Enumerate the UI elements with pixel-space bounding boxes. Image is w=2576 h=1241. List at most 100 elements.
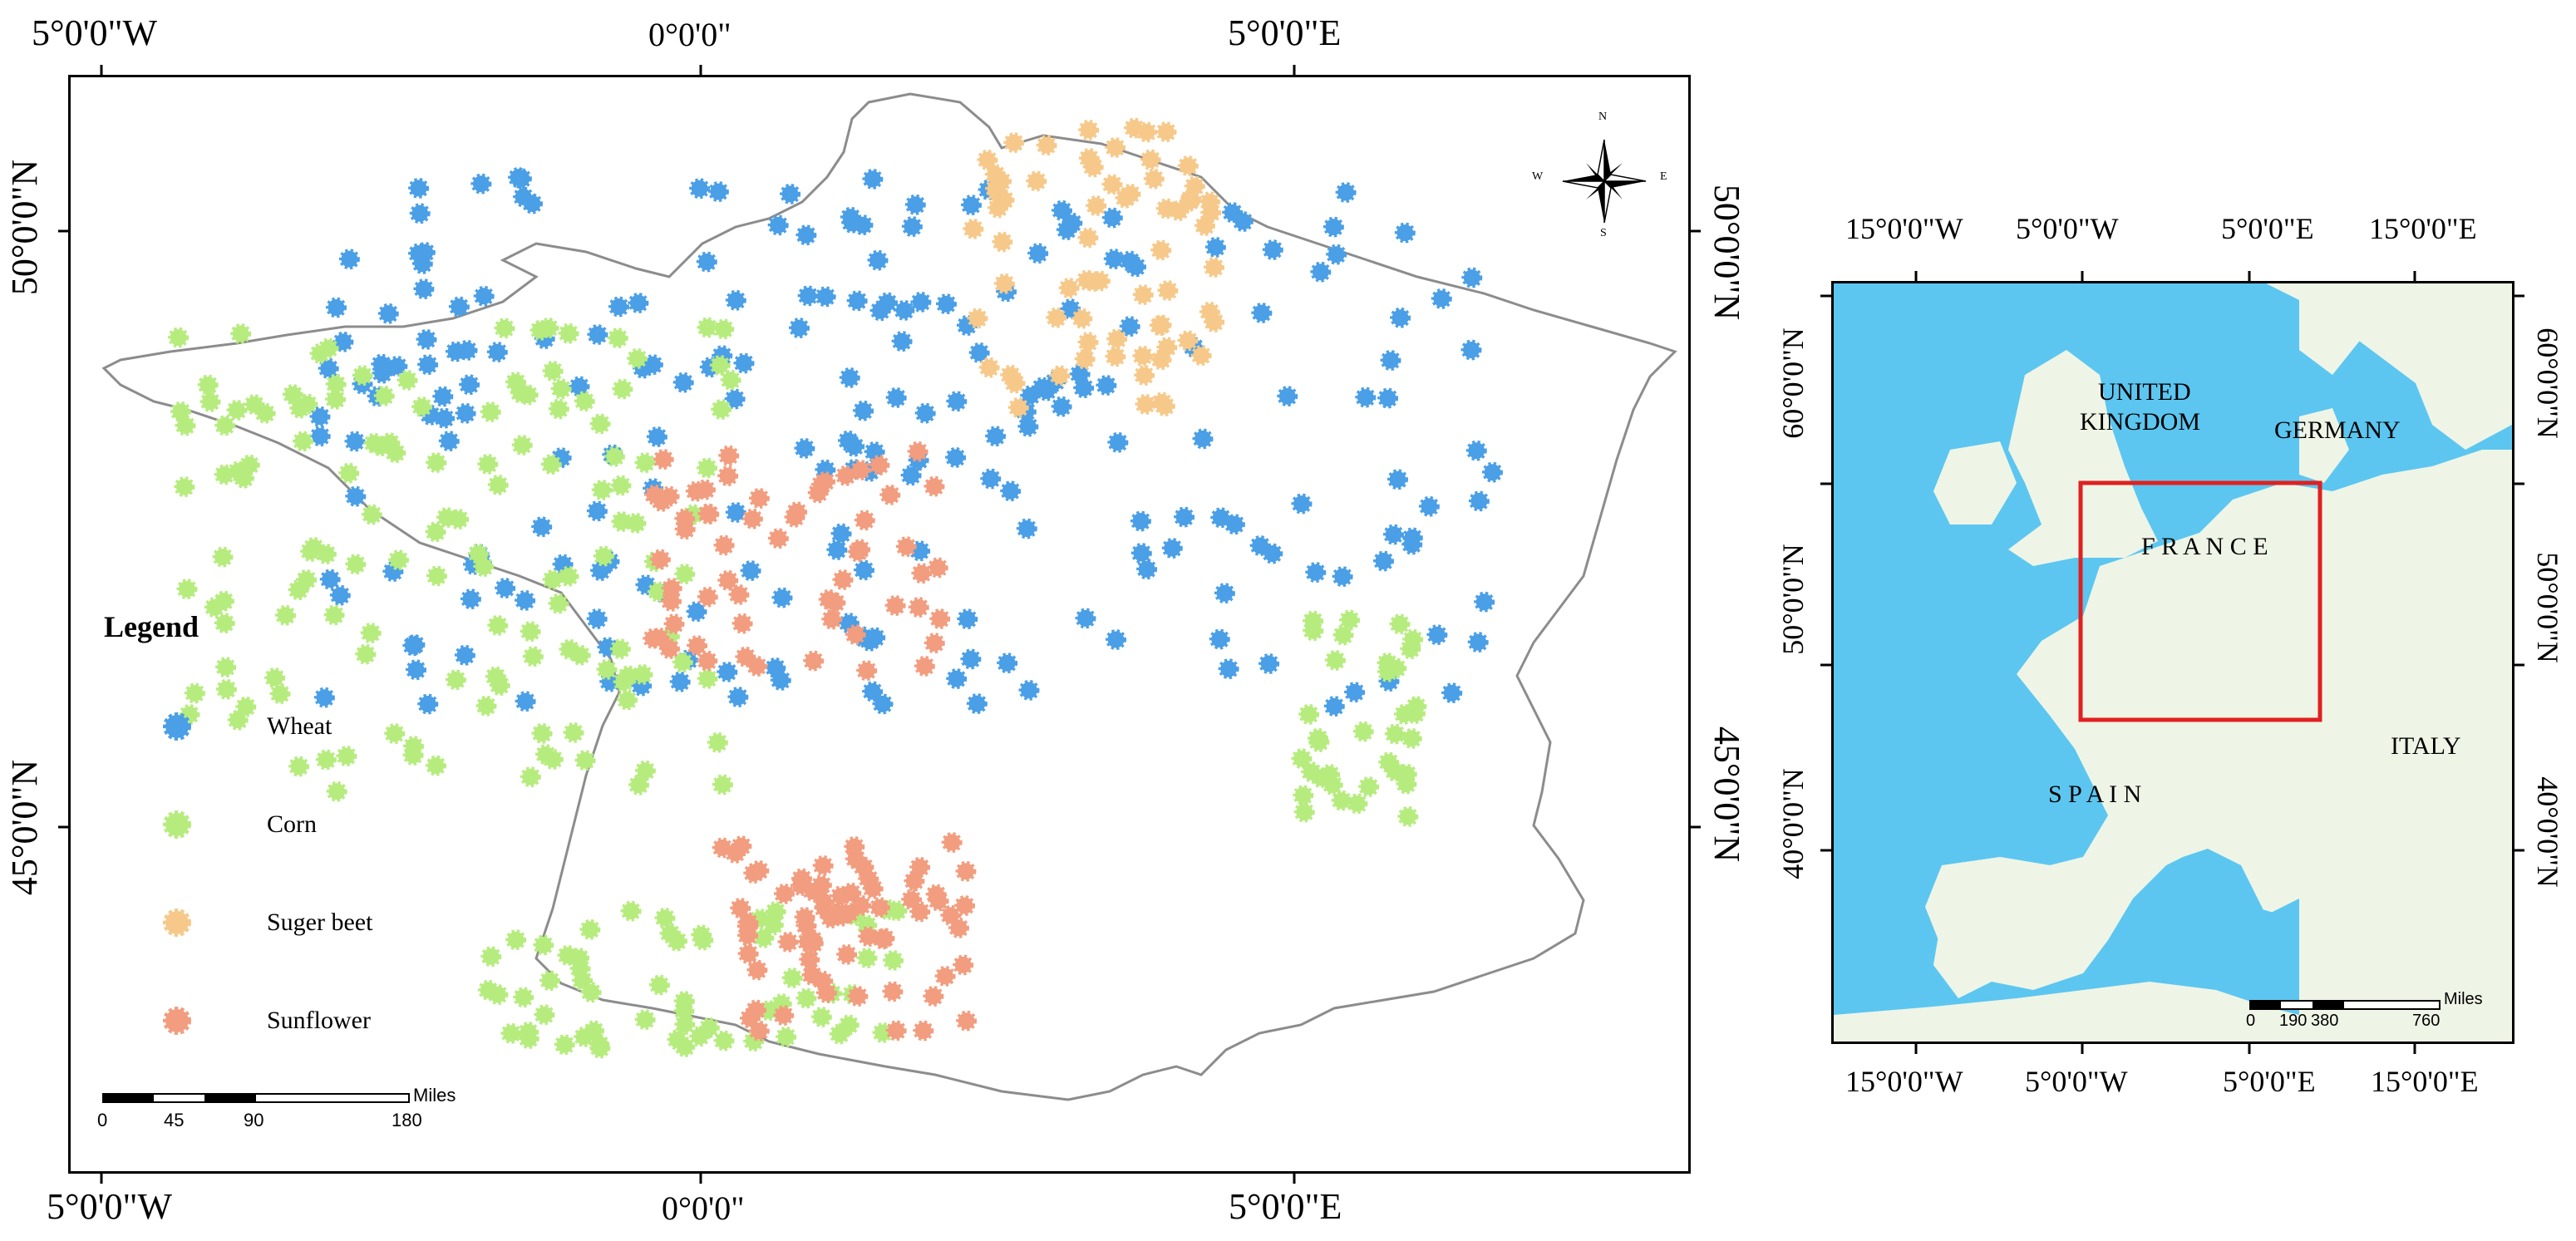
point-0-20 [733,352,755,374]
point-2-56 [883,949,904,971]
point-4-26 [1036,135,1057,156]
point-1-79 [591,480,613,500]
point-1-118 [511,435,533,456]
inset-left-label-0: 60°0'0"N [1776,327,1810,439]
point-5-12 [731,613,753,634]
point-0-16 [515,691,536,712]
point-3-17 [1332,624,1354,646]
point-0-167 [1467,632,1489,653]
point-0-26 [473,285,495,307]
main-bottom-label-2: 5°0'0"E [1229,1186,1342,1227]
point-1-117 [625,512,647,534]
point-0-205 [344,431,366,452]
point-4-54 [1077,332,1099,353]
point-1-55 [360,623,382,644]
point-5-21 [927,557,948,579]
ireland [1933,441,2017,524]
point-4-60 [1151,392,1173,413]
point-0-118 [797,285,819,307]
inset-top-label-2: 5°0'0"E [2221,212,2314,245]
point-2-29 [518,1028,539,1050]
point-1-59 [569,644,591,666]
point-1-112 [480,401,501,423]
point-0-176 [1027,243,1049,264]
scale-bar: Miles 0 45 90 180 [97,1085,456,1143]
point-1-42 [199,391,221,412]
point-0-125 [586,500,608,522]
point-0-60 [904,194,926,215]
point-0-119 [780,183,801,204]
point-2-28 [654,907,676,928]
point-4-37 [1132,345,1154,367]
point-0-59 [1326,244,1347,265]
point-3-11 [1397,805,1419,827]
point-2-51 [539,970,560,992]
point-1-91 [487,614,509,636]
point-1-30 [632,663,653,685]
point-6-13 [725,842,746,864]
point-1-26 [355,643,377,665]
inset-top-label-3: 15°0'0"E [2369,212,2477,245]
point-0-42 [569,376,590,397]
point-6-69 [844,836,865,858]
point-1-73 [235,696,257,717]
point-5-52 [741,508,763,529]
point-0-147 [1218,658,1239,680]
point-3-23 [1303,620,1324,642]
point-0-75 [409,203,431,224]
france-extent-box [2078,480,2322,722]
point-5-54 [661,590,682,612]
point-1-96 [609,638,631,660]
point-4-39 [977,149,998,170]
legend-item-2: Suger beet [104,874,436,972]
point-0-61 [646,426,667,447]
point-1-86 [531,722,553,744]
point-0-202 [789,318,810,339]
point-0-160 [1016,518,1037,539]
point-5-42 [643,628,664,649]
point-0-18 [968,342,990,363]
point-1-22 [697,317,718,338]
point-1-102 [174,476,195,498]
point-0-191 [740,560,761,582]
inset-top-label-0: 15°0'0"W [1845,212,1963,245]
inset-scale-tick-3: 760 [2412,1012,2441,1030]
point-1-50 [300,540,322,562]
point-0-190 [1383,524,1404,545]
point-0-47 [417,693,439,715]
point-4-49 [1101,174,1123,195]
point-0-34 [628,293,649,313]
country-france: F R A N C E [2141,533,2268,560]
point-1-135 [542,569,564,590]
point-0-184 [408,243,429,264]
point-5-51 [854,510,875,531]
point-3-19 [1358,776,1380,797]
point-3-2 [1389,613,1411,635]
point-1-70 [426,565,447,587]
point-1-139 [175,415,196,436]
point-1-47 [388,549,409,571]
legend-swatch-3 [163,1007,191,1035]
point-0-170 [1332,566,1353,588]
point-1-32 [184,682,205,704]
point-1-133 [593,545,614,567]
point-4-33 [1120,183,1141,204]
point-0-180 [377,303,399,324]
point-1-124 [711,399,732,420]
point-2-41 [810,1007,832,1027]
point-1-67 [612,378,633,400]
point-1-14 [445,669,466,691]
point-0-1 [448,296,470,318]
point-1-122 [574,750,596,771]
point-0-210 [1474,591,1495,613]
point-4-63 [1143,168,1165,190]
point-0-82 [1107,431,1129,453]
point-0-152 [371,353,392,375]
point-0-72 [1174,506,1195,528]
point-0-189 [864,441,885,463]
point-1-126 [607,327,628,349]
point-1-104 [647,581,668,603]
main-bottom-label-1: 0°0'0" [662,1189,745,1227]
point-5-6 [717,465,739,487]
point-0-7 [910,291,932,313]
